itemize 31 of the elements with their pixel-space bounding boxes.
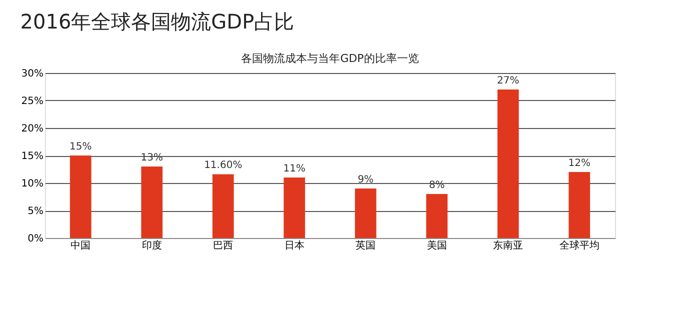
x-tick-label: 中国 bbox=[70, 240, 91, 252]
y-tick-label: 20% bbox=[21, 124, 44, 134]
y-tick-label: 0% bbox=[28, 234, 44, 244]
data-label: 27% bbox=[497, 76, 520, 86]
bar bbox=[497, 90, 519, 238]
bar bbox=[568, 172, 590, 238]
y-tick-label: 15% bbox=[21, 151, 44, 162]
chart-subtitle: 各国物流成本与当年GDP的比率一览 bbox=[241, 52, 419, 65]
bar bbox=[212, 174, 234, 238]
x-tick-label: 英国 bbox=[356, 240, 376, 252]
x-tick-label: 全球平均 bbox=[559, 240, 600, 252]
bar bbox=[426, 194, 448, 238]
x-tick-label: 巴西 bbox=[213, 240, 234, 252]
y-tick-label: 5% bbox=[28, 206, 44, 217]
chart-title: 2016年全球各国物流GDP占比 bbox=[20, 10, 294, 34]
bar bbox=[284, 178, 306, 238]
y-tick-label: 10% bbox=[21, 178, 44, 190]
bar bbox=[141, 166, 163, 238]
y-tick-label: 25% bbox=[21, 96, 44, 107]
data-label: 11.60% bbox=[204, 160, 242, 172]
x-tick-label: 东南亚 bbox=[493, 240, 524, 252]
bar bbox=[354, 188, 376, 238]
data-label: 15% bbox=[70, 142, 92, 152]
data-label: 11% bbox=[283, 164, 306, 174]
y-tick-label: 30% bbox=[21, 68, 44, 80]
x-tick-label: 日本 bbox=[284, 240, 304, 252]
x-tick-label: 印度 bbox=[142, 240, 162, 252]
x-tick-label: 美国 bbox=[426, 240, 447, 252]
bar bbox=[70, 156, 92, 238]
data-label: 9% bbox=[358, 174, 374, 186]
data-label: 12% bbox=[568, 158, 590, 169]
